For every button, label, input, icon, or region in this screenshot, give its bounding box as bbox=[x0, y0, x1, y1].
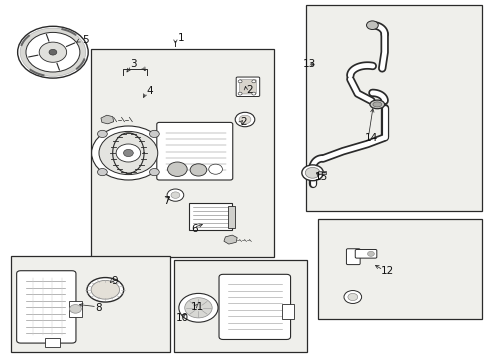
Text: 5: 5 bbox=[82, 35, 89, 45]
Circle shape bbox=[238, 92, 242, 95]
Circle shape bbox=[20, 28, 86, 76]
Text: 14: 14 bbox=[365, 132, 378, 143]
Text: 2: 2 bbox=[241, 117, 247, 127]
Circle shape bbox=[238, 80, 242, 83]
FancyBboxPatch shape bbox=[219, 274, 291, 339]
Bar bbox=[318, 171, 326, 174]
Circle shape bbox=[167, 189, 184, 201]
Circle shape bbox=[26, 32, 80, 72]
Polygon shape bbox=[224, 235, 237, 244]
Circle shape bbox=[70, 305, 81, 313]
Bar bbox=[306, 5, 482, 211]
Ellipse shape bbox=[91, 280, 120, 299]
Circle shape bbox=[235, 112, 255, 127]
Text: 4: 4 bbox=[146, 86, 153, 96]
Bar bbox=[11, 256, 170, 352]
Ellipse shape bbox=[373, 102, 382, 107]
Circle shape bbox=[252, 92, 256, 95]
Ellipse shape bbox=[370, 100, 385, 109]
Circle shape bbox=[49, 49, 57, 55]
Circle shape bbox=[171, 192, 180, 198]
Circle shape bbox=[123, 149, 133, 157]
Circle shape bbox=[368, 251, 374, 256]
Bar bbox=[45, 338, 60, 347]
FancyBboxPatch shape bbox=[157, 122, 233, 180]
Circle shape bbox=[116, 144, 141, 162]
Circle shape bbox=[98, 130, 107, 138]
Text: 15: 15 bbox=[314, 172, 328, 182]
FancyBboxPatch shape bbox=[346, 249, 360, 265]
Bar bbox=[174, 260, 307, 352]
Bar bbox=[318, 219, 482, 319]
Text: 9: 9 bbox=[112, 276, 119, 286]
Text: 11: 11 bbox=[190, 302, 204, 312]
Bar bbox=[282, 304, 294, 319]
Circle shape bbox=[39, 42, 67, 62]
Circle shape bbox=[348, 293, 358, 301]
Circle shape bbox=[252, 80, 256, 83]
FancyBboxPatch shape bbox=[355, 249, 377, 258]
Circle shape bbox=[99, 131, 158, 175]
Text: 1: 1 bbox=[178, 33, 185, 43]
Text: 7: 7 bbox=[163, 196, 170, 206]
Ellipse shape bbox=[87, 278, 123, 302]
Circle shape bbox=[305, 167, 320, 178]
Circle shape bbox=[367, 21, 378, 30]
Circle shape bbox=[185, 298, 212, 318]
FancyBboxPatch shape bbox=[240, 80, 256, 94]
Circle shape bbox=[149, 130, 159, 138]
FancyBboxPatch shape bbox=[17, 271, 76, 343]
Circle shape bbox=[239, 115, 251, 124]
Circle shape bbox=[209, 164, 222, 174]
Circle shape bbox=[302, 165, 323, 181]
Bar bbox=[69, 301, 82, 317]
Text: 6: 6 bbox=[192, 224, 198, 234]
Bar bbox=[91, 49, 274, 257]
Polygon shape bbox=[101, 115, 114, 124]
Circle shape bbox=[18, 26, 88, 78]
Circle shape bbox=[190, 164, 207, 176]
FancyBboxPatch shape bbox=[236, 77, 260, 96]
Text: 10: 10 bbox=[176, 312, 189, 323]
Text: 2: 2 bbox=[246, 85, 253, 95]
Text: 3: 3 bbox=[130, 59, 137, 69]
Circle shape bbox=[149, 168, 159, 176]
Bar bbox=[228, 206, 235, 228]
Circle shape bbox=[344, 291, 362, 303]
Circle shape bbox=[98, 168, 107, 176]
Circle shape bbox=[168, 162, 187, 176]
Bar bbox=[189, 203, 232, 230]
Text: 8: 8 bbox=[96, 303, 102, 313]
Text: 13: 13 bbox=[303, 59, 317, 69]
Circle shape bbox=[179, 293, 218, 322]
Text: 12: 12 bbox=[380, 266, 394, 276]
Circle shape bbox=[92, 126, 165, 180]
